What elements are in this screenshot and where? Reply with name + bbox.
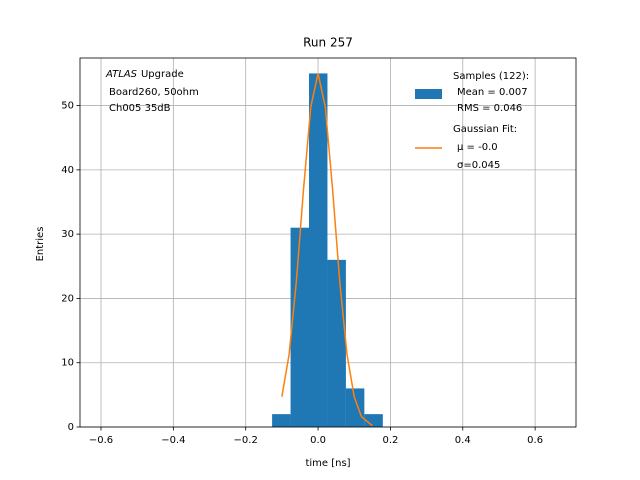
histogram-bar <box>272 414 291 427</box>
histogram-bar <box>309 73 328 427</box>
annotation: ATLAS Upgrade <box>105 69 184 80</box>
y-tick-label: 0 <box>68 422 74 433</box>
fit-line <box>281 73 373 427</box>
x-tick-label: −0.6 <box>89 435 113 446</box>
legend-label: Gaussian Fit: <box>453 124 517 135</box>
histogram-bar <box>345 388 365 427</box>
x-tick-label: 0.6 <box>527 435 543 446</box>
legend-label: RMS = 0.046 <box>457 103 522 114</box>
chart-title: Run 257 <box>303 36 353 50</box>
x-tick-label: −0.4 <box>161 435 185 446</box>
legend-label: Samples (122): <box>453 71 529 82</box>
y-tick-label: 40 <box>61 165 74 176</box>
annotation-text: Upgrade <box>141 69 184 80</box>
y-tick-label: 50 <box>61 101 74 112</box>
plot-frame <box>79 57 577 428</box>
y-tick-label: 30 <box>61 229 74 240</box>
legend-label: Mean = 0.007 <box>457 87 528 98</box>
legend-patch <box>415 89 442 99</box>
x-axis-label: time [ns] <box>305 458 350 469</box>
histogram-bar <box>290 227 310 427</box>
histogram-bar <box>327 259 346 427</box>
x-tick-label: −0.2 <box>234 435 258 446</box>
annotation: Board260, 50ohm <box>109 87 199 98</box>
annotation: Ch005 35dB <box>109 103 171 114</box>
annotation-italic: ATLAS <box>105 69 138 80</box>
x-tick-label: 0.2 <box>382 435 398 446</box>
y-tick-label: 20 <box>61 293 74 304</box>
x-tick-label: 0.0 <box>310 435 326 446</box>
legend-label: μ = -0.0 <box>457 142 498 153</box>
y-tick-label: 10 <box>61 358 74 369</box>
y-axis-label: Entries <box>35 227 46 262</box>
x-tick-label: 0.4 <box>455 435 471 446</box>
legend-label: σ=0.045 <box>457 160 500 171</box>
